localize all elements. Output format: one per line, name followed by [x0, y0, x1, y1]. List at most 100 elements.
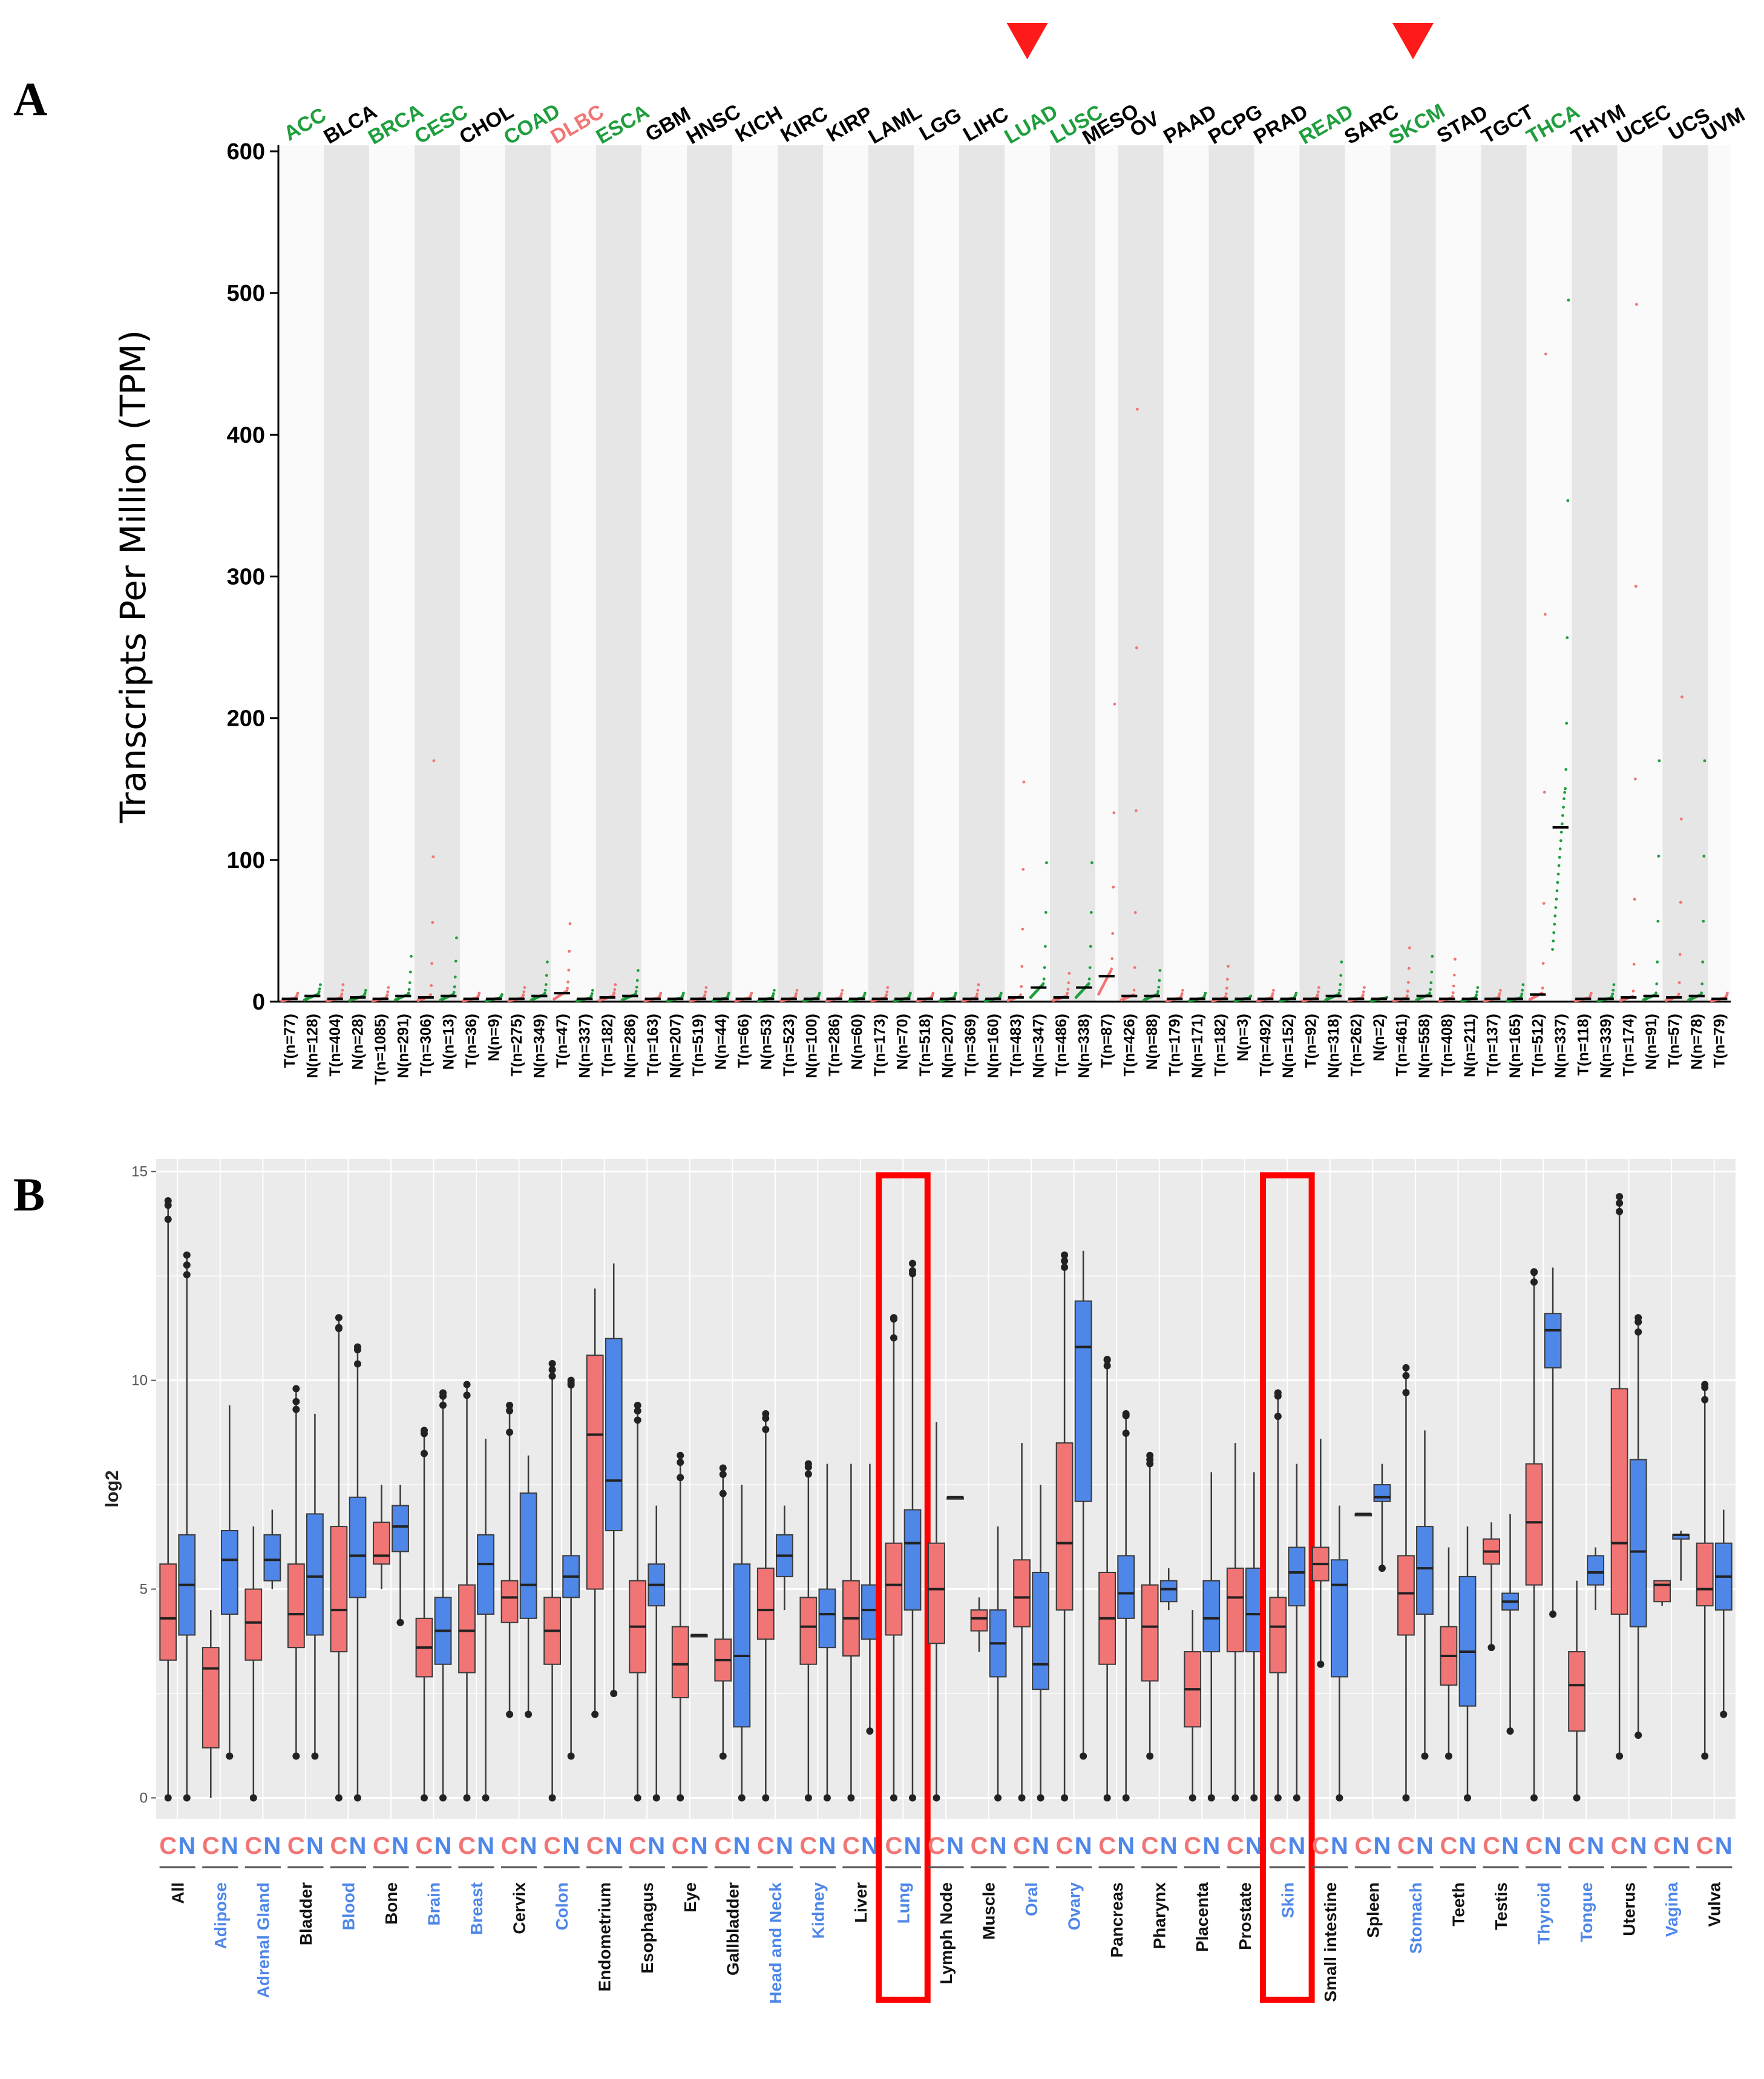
data-point: [1431, 954, 1434, 958]
box-small-intestine-c: [1311, 1439, 1330, 1668]
outlier-point: [847, 1794, 855, 1802]
data-point: [1112, 811, 1116, 815]
outlier-point: [719, 1471, 727, 1479]
box-body: [306, 1513, 324, 1636]
box-lymph-node-c: [928, 1422, 945, 1802]
y-tick-label-a: 400: [227, 422, 265, 448]
sample-label: N(n=3): [1234, 1014, 1251, 1061]
data-point: [1087, 977, 1091, 980]
data-point: [1656, 919, 1660, 923]
outlier-point: [525, 1710, 533, 1718]
outlier-point: [249, 1794, 257, 1802]
box-body: [1202, 1580, 1221, 1653]
outlier-point: [1634, 1732, 1642, 1739]
sample-label: N(n=91): [1643, 1014, 1660, 1069]
data-point: [1181, 988, 1184, 992]
y-tick-label-b: 0: [140, 1790, 148, 1807]
box-liver-n: [861, 1463, 879, 1735]
box-adrenal-gland-c: [244, 1526, 263, 1802]
sample-label: N(n=339): [1598, 1014, 1615, 1078]
outlier-point: [1274, 1392, 1282, 1400]
box-placenta-c: [1184, 1610, 1202, 1802]
data-point: [1551, 948, 1555, 951]
data-point: [1552, 939, 1555, 943]
outlier-point: [1231, 1794, 1239, 1802]
outlier-point: [890, 1334, 897, 1342]
data-point: [1558, 847, 1562, 851]
data-point: [1521, 988, 1524, 992]
data-point: [1497, 994, 1501, 997]
outlier-point: [719, 1489, 727, 1497]
cancer-band: [1481, 145, 1527, 1002]
outlier-point: [866, 1727, 874, 1735]
data-point: [1557, 864, 1561, 867]
outlier-point: [908, 1267, 916, 1275]
data-point: [1224, 992, 1228, 996]
group-label-n: N: [1032, 1833, 1049, 1859]
data-point: [1702, 919, 1705, 923]
cancer-label-kich: KICH: [732, 102, 787, 146]
data-point: [1270, 994, 1274, 997]
data-point: [1612, 983, 1616, 987]
data-point: [385, 993, 389, 997]
data-point: [1405, 994, 1409, 997]
data-point: [1133, 911, 1137, 915]
data-point: [1612, 988, 1615, 992]
box-spleen-c: [1354, 1512, 1372, 1517]
sample-label: N(n=207): [667, 1014, 684, 1078]
sample-label: T(n=512): [1529, 1014, 1546, 1077]
data-point: [431, 855, 435, 858]
group-label-c: C: [458, 1833, 476, 1859]
data-point: [1556, 872, 1560, 876]
cancer-band: [1299, 145, 1345, 1002]
box-placenta-n: [1202, 1472, 1221, 1802]
data-point: [1553, 914, 1557, 918]
box-body: [861, 1584, 879, 1640]
data-point: [455, 936, 458, 939]
data-point: [1633, 898, 1636, 901]
group-label-n: N: [1160, 1833, 1178, 1859]
outlier-point: [1701, 1396, 1709, 1404]
box-small-intestine-n: [1330, 1505, 1348, 1802]
box-bladder-n: [306, 1413, 324, 1760]
data-point: [975, 994, 979, 998]
data-point: [1555, 898, 1558, 901]
data-point: [1406, 990, 1409, 993]
box-adipose-c: [202, 1610, 220, 1798]
group-label-c: C: [1056, 1833, 1074, 1859]
box-body: [1288, 1546, 1306, 1607]
data-point: [1022, 780, 1026, 784]
sample-label: N(n=337): [576, 1014, 593, 1078]
outlier-point: [1103, 1362, 1111, 1370]
box-kidney-n: [818, 1463, 836, 1802]
outlier-point: [1487, 1644, 1495, 1652]
data-point: [522, 993, 525, 997]
data-point: [522, 990, 526, 994]
group-label-c: C: [928, 1833, 945, 1859]
data-point: [1088, 966, 1092, 969]
box-stomach-n: [1416, 1430, 1434, 1760]
group-label-n: N: [263, 1833, 281, 1859]
group-label-n: N: [1117, 1833, 1135, 1859]
box-oral-c: [1013, 1443, 1031, 1802]
cancer-label-lihc: LIHC: [959, 102, 1012, 146]
sample-label: T(n=523): [781, 1014, 798, 1077]
tissue-label-head-and-neck: Head and Neck: [766, 1882, 785, 2004]
data-point: [885, 993, 888, 997]
group-label-c: C: [1141, 1833, 1159, 1859]
data-point: [543, 988, 547, 992]
group-label-c: C: [244, 1833, 262, 1859]
outlier-point: [396, 1618, 404, 1626]
box-body: [885, 1542, 903, 1636]
outlier-point: [634, 1402, 641, 1410]
cancer-band: [324, 145, 369, 1002]
box-pharynx-n: [1159, 1568, 1178, 1611]
data-point: [318, 987, 321, 991]
cancer-label-kirc: KIRC: [777, 102, 832, 146]
sample-label: T(n=92): [1302, 1014, 1319, 1068]
box-kidney-c: [799, 1460, 818, 1802]
y-axis-title-a: Transcripts Per Million (TPM): [113, 330, 154, 824]
data-point: [1679, 817, 1683, 821]
sample-label: T(n=518): [917, 1014, 934, 1077]
